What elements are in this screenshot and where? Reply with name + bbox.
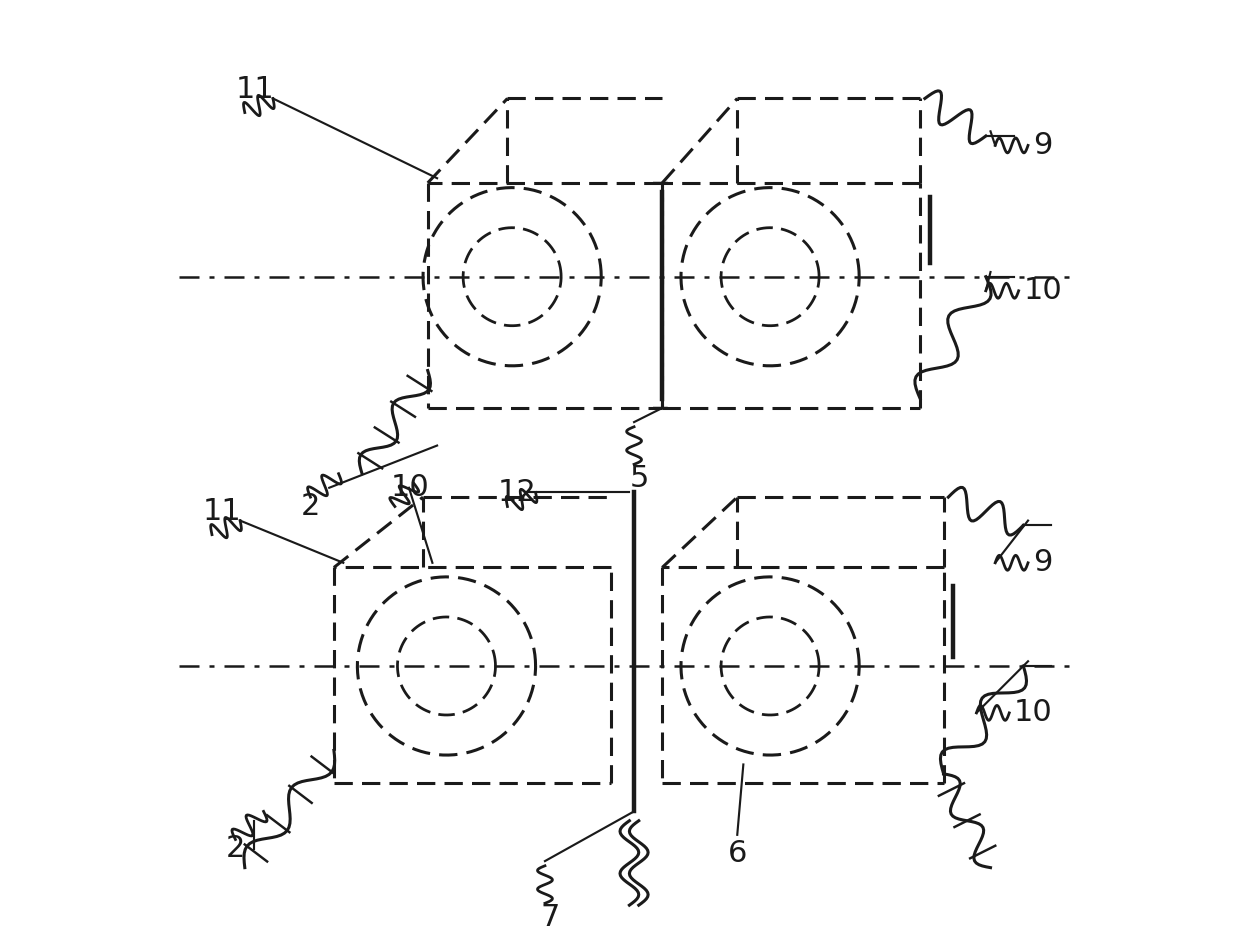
Text: 9: 9 — [1033, 549, 1052, 577]
Text: 12: 12 — [498, 478, 537, 507]
Text: 10: 10 — [391, 474, 429, 502]
Text: 10: 10 — [1023, 277, 1063, 305]
Text: 5: 5 — [630, 464, 649, 492]
Text: 2: 2 — [301, 492, 320, 521]
Text: 11: 11 — [236, 75, 274, 103]
Text: 10: 10 — [1014, 699, 1053, 727]
Text: 7: 7 — [541, 903, 559, 931]
Text: 11: 11 — [202, 497, 242, 525]
Text: 9: 9 — [1033, 131, 1052, 159]
Text: 2: 2 — [226, 835, 246, 863]
Text: 6: 6 — [728, 840, 748, 868]
